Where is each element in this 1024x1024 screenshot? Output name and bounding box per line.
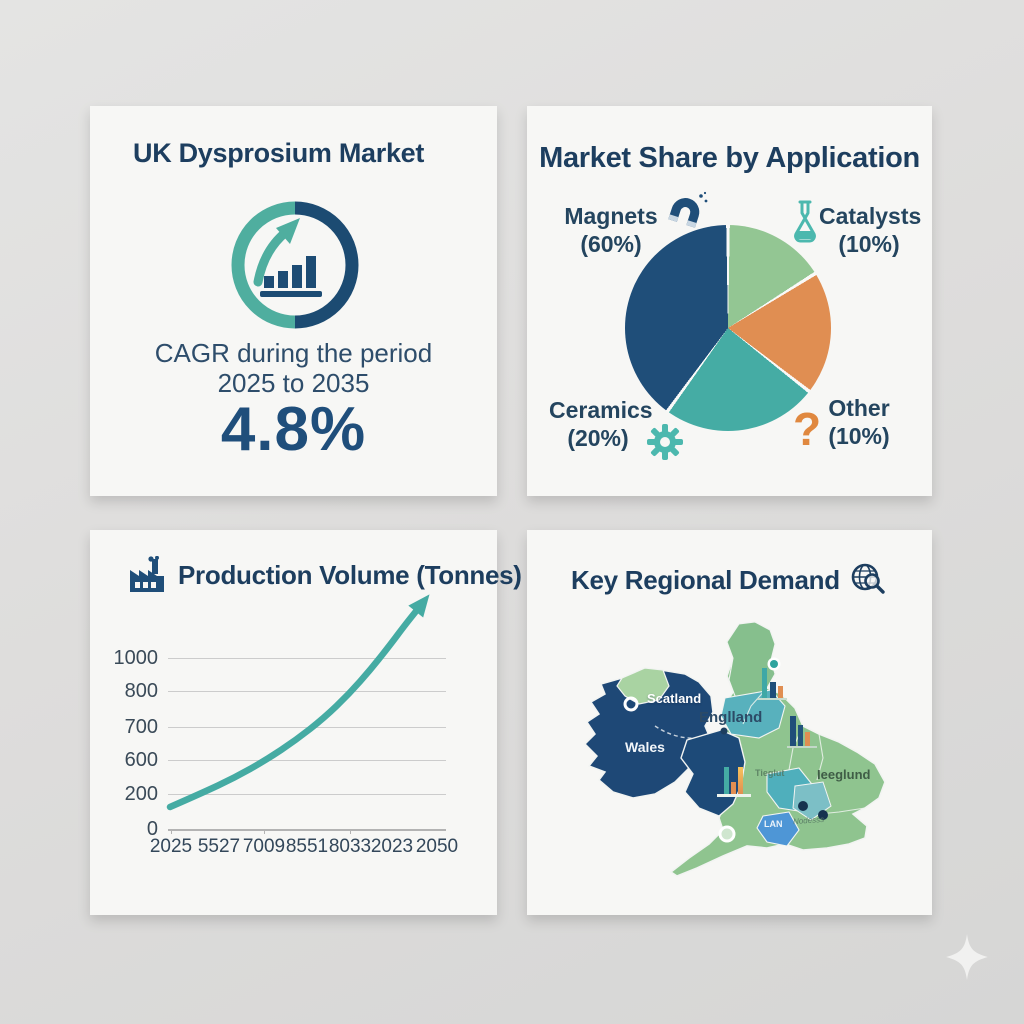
y-tick-label: 0 bbox=[146, 818, 158, 840]
map-mini-barchart-north bbox=[757, 657, 787, 700]
application-pie-chart bbox=[625, 225, 831, 431]
trend-arrowhead bbox=[408, 594, 430, 618]
panel-production-volume: Production Volume (Tonnes) 1000 800 700 … bbox=[90, 530, 522, 915]
y-tick-label: 800 bbox=[124, 680, 158, 702]
gear-icon bbox=[647, 424, 683, 460]
x-tick-label: 2050 bbox=[415, 836, 459, 857]
cagr-label-line1: CAGR during the period bbox=[154, 338, 433, 368]
flask-icon bbox=[794, 200, 816, 243]
x-tick-label: 2025 bbox=[149, 836, 193, 857]
map-mini-barchart-mid bbox=[787, 716, 817, 748]
up-arrow-glyph bbox=[253, 218, 300, 287]
x-tick-label: 8551 bbox=[285, 836, 329, 857]
map-marker-ring-ni bbox=[623, 696, 639, 712]
map-mini-barchart-wales bbox=[717, 767, 751, 797]
x-axis-line bbox=[168, 829, 446, 831]
map-region-northern-ireland bbox=[616, 667, 670, 705]
x-tick-mark bbox=[264, 829, 265, 834]
x-tick-label: 5527 bbox=[197, 836, 241, 857]
map-marker-ring-sw bbox=[718, 825, 736, 843]
map-marker-dot-1 bbox=[798, 801, 808, 811]
gridline bbox=[168, 760, 446, 761]
map-title: Key Regional Demand bbox=[571, 564, 840, 595]
x-tick-label: 8033 bbox=[328, 836, 372, 857]
bar-chart-glyph bbox=[260, 256, 322, 297]
pie-label-magnets: Magnets (60%) bbox=[564, 203, 658, 258]
line-chart-header: Production Volume (Tonnes) bbox=[126, 556, 522, 594]
growth-ring-icon bbox=[231, 201, 359, 329]
x-tick-mark bbox=[171, 829, 172, 834]
x-tick-label: 7009 bbox=[242, 836, 286, 857]
map-label-tieglut: Tieglut bbox=[755, 768, 785, 778]
y-tick-label: 1000 bbox=[113, 647, 159, 669]
x-tick-label: 2023 bbox=[370, 836, 414, 857]
pie-label-catalysts: Catalysts (10%) bbox=[819, 203, 922, 258]
trend-line bbox=[166, 594, 430, 811]
map-header: Key Regional Demand bbox=[571, 562, 886, 598]
panel-market-overview: UK Dysprosium Market CAGR during the per… bbox=[90, 106, 497, 496]
map-label-ieeglund: Ieeglund bbox=[817, 767, 871, 782]
pie-chart-title: Market Share by Application bbox=[539, 142, 920, 174]
cagr-value: 4.8% bbox=[220, 395, 367, 464]
line-chart-title: Production Volume (Tonnes) bbox=[178, 559, 522, 590]
gridline bbox=[168, 794, 446, 795]
map-region-blue-south bbox=[756, 811, 800, 847]
uk-ireland-map bbox=[583, 621, 886, 877]
factory-icon bbox=[130, 556, 164, 592]
panel-market-share: Market Share by Application Magnets (60%… bbox=[527, 106, 932, 496]
globe-magnifier-icon bbox=[851, 563, 885, 594]
x-tick-mark bbox=[350, 829, 351, 834]
map-label-scatland: Scatland bbox=[647, 691, 702, 706]
cagr-label-line2: 2025 to 2035 bbox=[217, 368, 370, 398]
question-icon: ? bbox=[793, 403, 822, 455]
map-region-ireland bbox=[583, 667, 714, 799]
magnet-icon bbox=[668, 191, 708, 228]
pie-label-other: Other (10%) bbox=[828, 395, 890, 450]
gridline bbox=[168, 658, 446, 659]
gridline bbox=[168, 691, 446, 692]
map-marker-dot-2 bbox=[818, 810, 828, 820]
map-marker-dot-england bbox=[720, 727, 728, 735]
sparkle-icon bbox=[946, 934, 988, 980]
page-title: UK Dysprosium Market bbox=[133, 138, 425, 168]
y-tick-label: 700 bbox=[124, 716, 158, 738]
y-tick-label: 600 bbox=[124, 749, 158, 771]
map-label-englland: Englland bbox=[699, 709, 763, 726]
map-label-wales: Wales bbox=[625, 739, 665, 755]
pie-label-ceramics: Ceramics (20%) bbox=[549, 397, 653, 452]
y-tick-label: 200 bbox=[124, 783, 158, 805]
map-label-lan: LAN bbox=[764, 819, 783, 829]
panel-regional-demand: Key Regional Demand bbox=[527, 530, 932, 915]
